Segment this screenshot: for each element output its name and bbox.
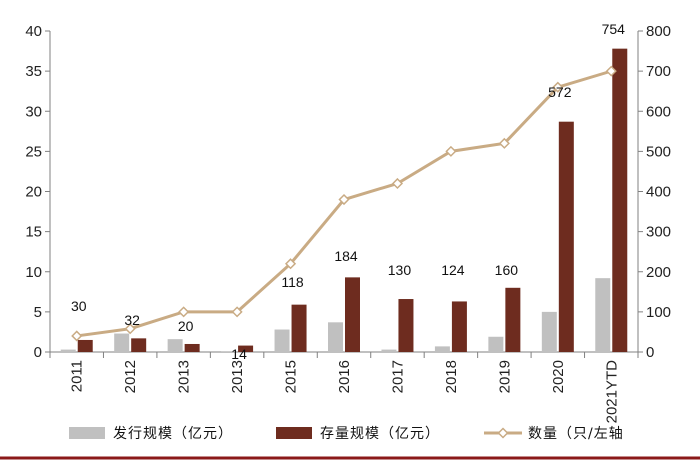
bar-issue bbox=[328, 322, 343, 352]
left-tick-label: 35 bbox=[25, 63, 42, 80]
x-tick-label: 2021YTD bbox=[603, 360, 620, 424]
right-tick-label: 100 bbox=[646, 304, 671, 321]
right-tick-label: 400 bbox=[646, 184, 671, 201]
bar-stock bbox=[131, 338, 147, 352]
left-tick-label: 30 bbox=[25, 103, 42, 120]
right-tick-label: 200 bbox=[646, 264, 671, 281]
count-point bbox=[552, 81, 564, 93]
data-label: 130 bbox=[388, 262, 412, 278]
x-tick-label: 2016 bbox=[336, 360, 353, 393]
x-tick-label: 2015 bbox=[283, 360, 300, 393]
bar-stock bbox=[505, 287, 521, 352]
right-tick-label: 800 bbox=[646, 23, 671, 40]
legend-label-stock: 存量规模（亿元） bbox=[320, 426, 440, 442]
bar-issue bbox=[167, 339, 183, 352]
left-tick-label: 10 bbox=[25, 264, 42, 281]
count-point bbox=[231, 306, 243, 318]
count-point bbox=[284, 258, 297, 270]
left-tick-label: 25 bbox=[25, 143, 42, 160]
x-tick-label: 2018 bbox=[443, 360, 460, 393]
x-tick-label: 2019 bbox=[496, 360, 513, 393]
left-tick-label: 20 bbox=[25, 184, 42, 201]
count-line bbox=[71, 65, 617, 342]
bar-issue bbox=[274, 329, 290, 352]
bar-stock bbox=[451, 301, 467, 352]
count-point bbox=[338, 193, 350, 206]
bar-issue bbox=[434, 346, 450, 352]
x-tick-label: 2013 bbox=[229, 360, 246, 393]
bar-stock bbox=[184, 343, 200, 352]
data-label: 118 bbox=[281, 274, 304, 290]
data-label: 20 bbox=[178, 318, 194, 334]
count-point bbox=[71, 330, 83, 342]
bars bbox=[60, 48, 628, 353]
count-point bbox=[391, 177, 404, 190]
bar-issue bbox=[541, 311, 557, 352]
bar-stock bbox=[291, 304, 307, 352]
x-tick-label: 2011 bbox=[69, 360, 86, 392]
bar-stock bbox=[345, 277, 360, 352]
bar-stock bbox=[238, 345, 254, 352]
count-point bbox=[605, 65, 617, 77]
count-point bbox=[498, 137, 510, 149]
data-label: 184 bbox=[334, 248, 358, 264]
left-tick-label: 15 bbox=[25, 224, 42, 241]
bar-stock bbox=[612, 48, 628, 352]
bar-issue bbox=[595, 278, 611, 352]
legend-swatch-stock bbox=[276, 427, 312, 439]
legend-marker-count bbox=[497, 427, 509, 439]
bar-issue bbox=[488, 336, 504, 352]
bar-stock bbox=[77, 339, 93, 352]
data-label: 124 bbox=[441, 262, 465, 278]
data-label: 572 bbox=[548, 84, 572, 100]
legend-label-issue: 发行规模（亿元） bbox=[113, 426, 233, 442]
data-label: 14 bbox=[231, 346, 247, 362]
right-tick-label: 600 bbox=[646, 103, 671, 120]
x-tick-label: 2017 bbox=[389, 360, 406, 393]
data-label: 32 bbox=[124, 312, 140, 328]
legend: 发行规模（亿元） 存量规模（亿元） 数量（只/左轴 bbox=[69, 426, 624, 442]
left-tick-label: 40 bbox=[25, 23, 42, 40]
left-tick-label: 5 bbox=[34, 304, 42, 321]
count-point bbox=[178, 306, 190, 318]
data-label: 754 bbox=[602, 21, 626, 37]
x-tick-label: 2012 bbox=[122, 360, 139, 393]
left-tick-label: 0 bbox=[34, 344, 42, 361]
right-tick-label: 300 bbox=[646, 224, 671, 241]
legend-swatch-issue bbox=[69, 427, 105, 439]
data-label: 30 bbox=[71, 298, 87, 314]
bar-issue bbox=[221, 351, 237, 352]
bar-issue bbox=[381, 349, 397, 352]
legend-label-count: 数量（只/左轴 bbox=[528, 426, 624, 442]
right-tick-label: 500 bbox=[646, 143, 671, 160]
bar-stock bbox=[558, 121, 574, 353]
x-tick-label: 2013 bbox=[176, 360, 193, 393]
x-tick-label: 2020 bbox=[550, 360, 567, 393]
bar-issue bbox=[60, 349, 76, 352]
count-point bbox=[445, 145, 457, 157]
count-point bbox=[124, 323, 136, 335]
data-label: 160 bbox=[495, 262, 519, 278]
data-labels: 30 32 20 14 118 184 130 124 160 572 754 bbox=[71, 21, 625, 362]
bar-stock bbox=[398, 299, 414, 352]
bar-issue bbox=[114, 333, 130, 352]
axes: 0510152025303540010020030040050060070080… bbox=[25, 23, 671, 423]
right-tick-label: 700 bbox=[646, 63, 671, 80]
right-tick-label: 0 bbox=[646, 344, 654, 361]
